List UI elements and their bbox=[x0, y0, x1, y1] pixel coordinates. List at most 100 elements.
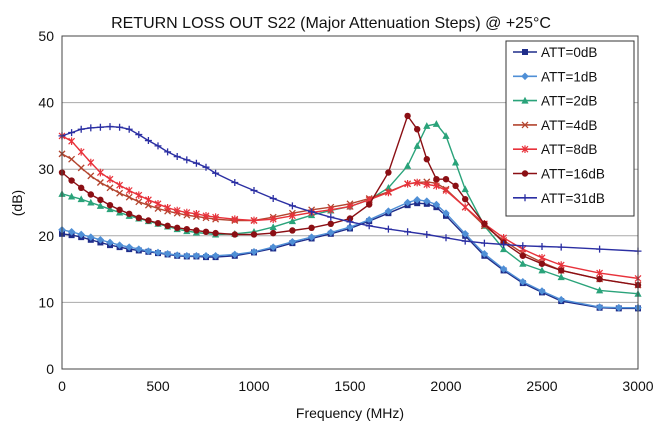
data-point bbox=[183, 225, 190, 233]
data-point bbox=[327, 206, 335, 214]
legend-swatch-marker bbox=[521, 170, 529, 177]
data-point bbox=[596, 286, 604, 294]
data-point bbox=[87, 233, 95, 241]
data-point bbox=[211, 251, 220, 260]
data-point bbox=[145, 217, 152, 224]
data-point bbox=[68, 177, 75, 184]
data-point bbox=[365, 222, 373, 230]
data-point bbox=[250, 187, 258, 195]
data-point bbox=[87, 191, 95, 198]
data-point bbox=[499, 265, 508, 273]
x-tick-label: 0 bbox=[58, 378, 66, 394]
data-point bbox=[250, 247, 258, 256]
data-point bbox=[442, 186, 450, 195]
data-point bbox=[126, 210, 133, 218]
data-point bbox=[270, 229, 277, 237]
data-point bbox=[519, 242, 527, 250]
data-point bbox=[106, 175, 114, 183]
data-point bbox=[106, 201, 114, 209]
data-point bbox=[538, 253, 546, 262]
legend-label: ATT=8dB bbox=[541, 142, 597, 157]
data-point bbox=[442, 209, 450, 217]
data-point bbox=[404, 162, 412, 169]
data-point bbox=[307, 233, 316, 241]
data-point bbox=[557, 243, 565, 251]
series-7 bbox=[58, 123, 642, 255]
data-point bbox=[77, 230, 85, 239]
data-point bbox=[423, 156, 430, 163]
data-point bbox=[163, 249, 172, 258]
series-group bbox=[58, 112, 642, 312]
series-line bbox=[61, 202, 638, 310]
legend-label: ATT=4dB bbox=[541, 118, 597, 133]
data-point bbox=[288, 217, 296, 225]
data-point bbox=[87, 198, 95, 206]
data-point bbox=[125, 125, 133, 133]
legend-swatch-marker bbox=[521, 121, 529, 129]
series-line bbox=[61, 199, 638, 309]
data-point bbox=[231, 231, 238, 238]
plot-border bbox=[61, 35, 639, 370]
legend-entry: ATT=0dB bbox=[513, 45, 597, 60]
data-point bbox=[423, 180, 431, 189]
legend-box bbox=[505, 40, 635, 217]
data-point bbox=[173, 206, 181, 215]
data-point bbox=[414, 126, 421, 133]
data-point bbox=[116, 189, 124, 197]
data-point bbox=[164, 222, 171, 230]
data-point bbox=[67, 228, 76, 236]
data-point bbox=[413, 142, 421, 149]
data-point bbox=[442, 175, 450, 183]
data-point bbox=[452, 158, 460, 166]
legend-label: ATT=31dB bbox=[541, 191, 605, 206]
legend-swatch-marker bbox=[522, 49, 528, 55]
data-point bbox=[173, 251, 181, 259]
x-tick-label: 500 bbox=[146, 378, 170, 394]
data-point bbox=[442, 132, 450, 139]
data-point bbox=[404, 112, 411, 120]
data-point bbox=[77, 195, 85, 203]
data-point bbox=[404, 228, 412, 236]
series-line bbox=[61, 114, 639, 286]
x-tick-label: 1000 bbox=[238, 378, 269, 394]
data-point bbox=[192, 251, 201, 260]
data-point bbox=[106, 123, 114, 131]
data-point bbox=[125, 243, 133, 251]
y-tick-label: 0 bbox=[46, 361, 54, 377]
data-point bbox=[500, 245, 508, 253]
legend-label: ATT=2dB bbox=[541, 94, 597, 109]
data-point bbox=[154, 200, 162, 208]
data-point bbox=[413, 196, 421, 204]
legend-swatch-marker bbox=[521, 194, 529, 202]
data-point bbox=[250, 231, 258, 238]
data-point bbox=[538, 260, 546, 267]
data-point bbox=[144, 201, 152, 209]
data-point bbox=[116, 206, 123, 214]
data-point bbox=[366, 201, 373, 208]
data-point bbox=[164, 204, 172, 212]
data-point bbox=[404, 180, 412, 188]
data-point bbox=[461, 230, 469, 238]
data-point bbox=[231, 215, 239, 223]
data-point bbox=[288, 212, 296, 220]
data-point bbox=[87, 124, 95, 132]
x-tick-label: 1500 bbox=[334, 378, 365, 394]
data-point bbox=[125, 186, 133, 195]
data-point bbox=[288, 202, 296, 210]
y-tick-label: 30 bbox=[38, 161, 54, 177]
data-point bbox=[96, 202, 104, 209]
data-point bbox=[595, 303, 604, 311]
data-point bbox=[135, 214, 142, 222]
data-point bbox=[442, 234, 450, 242]
y-axis-title: (dB) bbox=[9, 190, 25, 216]
data-point bbox=[423, 197, 431, 205]
data-point bbox=[519, 277, 527, 286]
data-point bbox=[154, 219, 162, 227]
data-point bbox=[212, 213, 220, 221]
data-point bbox=[452, 182, 459, 190]
legend-entry: ATT=31dB bbox=[513, 191, 605, 206]
data-point bbox=[557, 273, 565, 281]
data-point bbox=[480, 239, 488, 247]
data-point bbox=[68, 137, 76, 146]
data-point bbox=[365, 216, 373, 224]
